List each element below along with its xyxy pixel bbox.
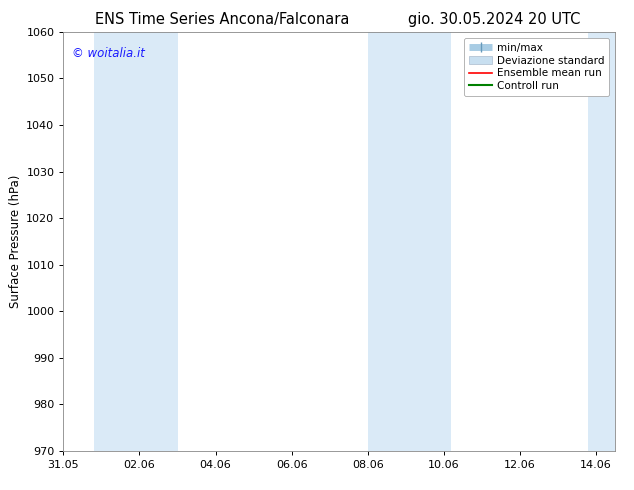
Bar <box>368 32 406 451</box>
Bar <box>94 32 178 451</box>
Text: © woitalia.it: © woitalia.it <box>72 47 145 59</box>
Y-axis label: Surface Pressure (hPa): Surface Pressure (hPa) <box>9 174 22 308</box>
Bar <box>588 32 615 451</box>
Bar <box>406 32 451 451</box>
Text: ENS Time Series Ancona/Falconara: ENS Time Series Ancona/Falconara <box>94 12 349 27</box>
Text: gio. 30.05.2024 20 UTC: gio. 30.05.2024 20 UTC <box>408 12 581 27</box>
Legend: min/max, Deviazione standard, Ensemble mean run, Controll run: min/max, Deviazione standard, Ensemble m… <box>464 38 609 96</box>
